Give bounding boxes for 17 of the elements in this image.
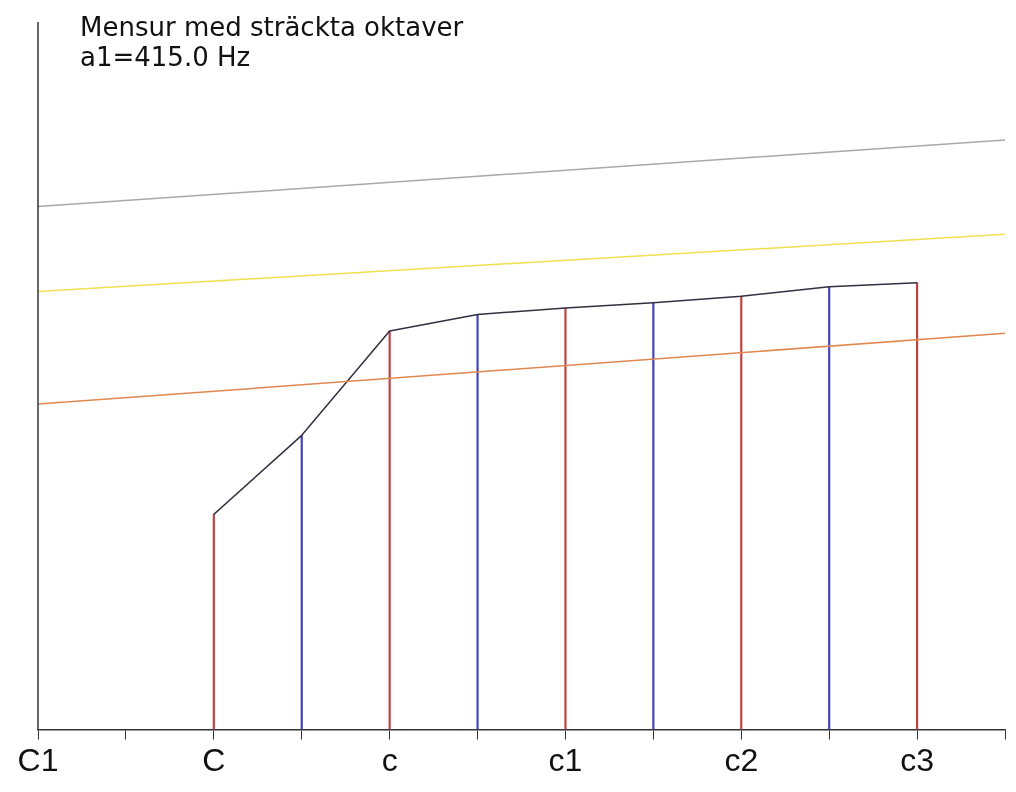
bar — [828, 286, 831, 730]
x-tick-label: c1 — [548, 741, 583, 778]
bar — [300, 435, 303, 730]
chart-subtitle: a1=415.0 Hz — [80, 41, 251, 72]
chart-title: Mensur med sträckta oktaver — [80, 11, 464, 42]
bar — [652, 302, 655, 730]
bar — [740, 295, 743, 730]
bar — [212, 514, 215, 730]
x-tick-label: c — [381, 741, 398, 778]
x-tick-label: C1 — [17, 741, 59, 778]
x-tick-label: c3 — [900, 741, 934, 778]
x-tick-label: C — [202, 741, 226, 778]
x-tick-label: c2 — [724, 741, 759, 778]
bar — [564, 307, 567, 730]
bar — [388, 330, 391, 730]
bar — [476, 314, 479, 730]
bar — [916, 282, 919, 730]
